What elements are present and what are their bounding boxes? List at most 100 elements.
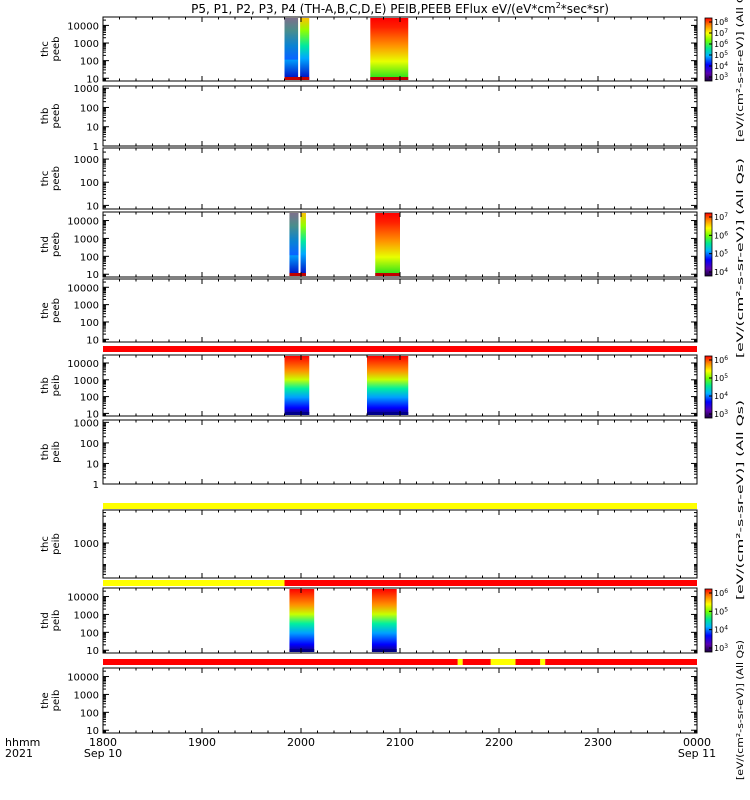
y-tick-label: 10 [86,123,99,134]
status-bar-segment [462,659,491,665]
y-tick-label: 100 [80,57,99,68]
colorbar-tick-label: 107 [714,212,728,222]
y-tick-label: 10000 [67,21,99,32]
y-tick-label: 10 [86,201,99,212]
y-tick-label: 100 [80,439,99,450]
status-bar-segment [284,580,697,586]
status-bar-segment [540,659,546,665]
y-tick-label: 100 [80,103,99,114]
colorbar-tick-label: 105 [714,373,728,383]
y-tick-label: 1000 [74,155,99,166]
data-floor [289,273,306,276]
data-block [371,589,397,652]
y-tick-label: 1 [93,480,99,491]
panel-label: thepeib [40,690,62,712]
panel-label-line: thb [40,108,51,125]
x-tick-label: 2200 [485,736,513,749]
y-tick-label: 1000 [74,234,99,245]
colorbar-tick-label: 106 [714,588,728,598]
panel-label-line: peib [51,610,62,632]
panel-label: thbpeib [40,375,62,397]
y-tick-label: 10000 [67,283,99,294]
panel-label: thbpeeb [40,104,62,129]
y-tick-label: 1000 [74,539,99,550]
x-date-label: Sep 11 [678,747,716,760]
time-axis: 1800 1900 2000 2100 2200 2300 0000 Sep 10 Sep 11… [5,736,716,760]
colorbar-tick-label: 104 [714,625,728,635]
data-floor [284,412,310,415]
colorbar-tick-label: 105 [714,50,728,60]
y-tick-label: 1000 [74,301,99,312]
panel-label-line: thd [40,236,51,253]
y-tick-label: 1000 [74,610,99,621]
colorbar-gradient [704,212,713,277]
status-bar-segment [103,580,285,586]
data-gap [298,213,301,276]
colorbar-tick-label: 106 [714,39,728,49]
x-tick-label: 1800 [89,736,117,749]
colorbar-tick-label: 108 [714,17,728,27]
panel-label-line: thc [40,536,51,552]
y-tick-label: 10000 [67,217,99,228]
panel-thb-peib: 1 10 100 1000 thbpeib [40,418,698,491]
colorbar-tick-label: 105 [714,249,728,259]
status-bar-segment [490,659,516,665]
y-tick-label: 10 [86,335,99,346]
data-floor [370,77,409,80]
status-bar-segment [545,659,697,665]
colorbar-gradient [704,588,713,653]
x-tick-label: 2300 [584,736,612,749]
data-block-overlay [284,18,299,60]
x-tick-label: 0000 [683,736,711,749]
panel-frame [102,587,698,654]
spectrogram-panels: 10100100010000thcpeeb1101001000thbpeeb10… [40,16,698,737]
y-tick-label: 100 [80,178,99,189]
panel-label-line: peib [51,690,62,712]
panel-label-line: the [40,302,51,318]
status-bar-segment [457,659,463,665]
panel-thc-peib: 1000 thcpeib [40,509,698,579]
panel-frame [102,667,698,734]
panel-frame [102,509,698,579]
colorbar-tick-label: 105 [714,606,728,616]
panel-thb-peib: 10 100 1000 10000 thbpeib [40,354,698,420]
colorbar-tick-label: 103 [714,643,728,653]
colorbar-tick-label: 104 [714,267,728,277]
panel-frame [102,147,698,210]
data-floor [367,412,409,415]
panel-label: thcpeeb [40,37,62,62]
y-tick-label: 1000 [74,84,99,95]
panel-thb-peeb: 1 10 100 1000 thbpeeb [40,84,698,153]
panel-frame [102,278,698,343]
x-axis-label: hhmm [5,736,40,749]
data-block [289,589,315,652]
colorbar: 104 105 106 107 [704,212,728,277]
status-bar-segment [515,659,541,665]
colorbar: 103 104 105 106 [704,355,728,419]
data-floor [371,649,397,652]
panel-label-line: peeb [51,104,62,129]
panel-thc-peeb: 10 100 1000 10000 thcpeeb [40,16,698,85]
data-block [367,356,409,415]
status-bars [103,346,697,665]
y-tick-label: 1000 [74,376,99,387]
y-tick-label: 10000 [67,673,99,684]
data-block-overlay [289,213,299,256]
y-tick-label: 10 [86,459,99,470]
y-tick-label: 100 [80,252,99,263]
x-tick-label: 2100 [386,736,414,749]
panel-label-line: the [40,692,51,708]
panel-label: thbpeib [40,441,62,463]
panel-label: thcpeib [40,533,62,555]
panel-label-line: peib [51,441,62,463]
colorbar-label: [eV/(cm²-s-sr-eV)] (All Qs) [736,640,746,780]
panel-label-line: peeb [51,37,62,62]
data-block [284,356,310,415]
data-floor [289,649,315,652]
panel-label: thdpeib [40,610,62,632]
colorbar-labels: [eV/(cm²-s-sr-eV)] (All Qs) [eV/(cm²-s-sr… [736,0,746,780]
x-date-label: Sep 10 [84,747,122,760]
panel-label-line: thb [40,377,51,394]
colorbar-label: [eV/(cm²-s-sr-eV)] (All Qs) [736,0,746,142]
